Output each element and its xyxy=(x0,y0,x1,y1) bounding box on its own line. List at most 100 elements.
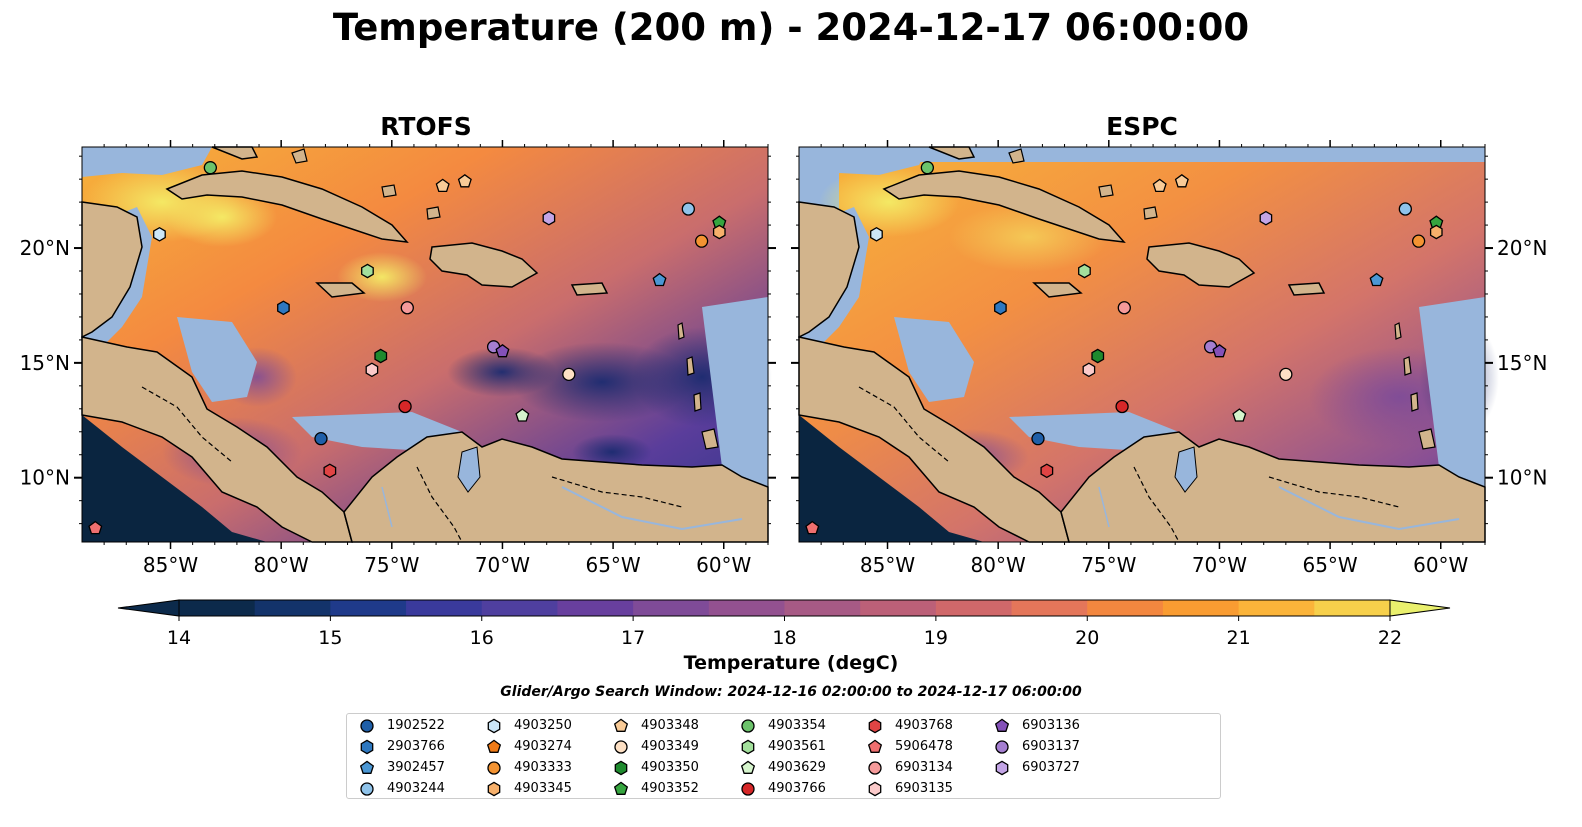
legend-label: 4903352 xyxy=(641,781,699,796)
float-marker-6903135 xyxy=(1082,362,1096,378)
float-marker-2903766 xyxy=(994,300,1007,316)
legend-label: 4903354 xyxy=(768,718,826,733)
legend: 1902522 2903766 3902457 4903244 4903250 49032… xyxy=(346,713,1221,799)
lat-tick-label: 10°N xyxy=(20,466,70,490)
legend-marker xyxy=(614,760,628,776)
float-marker-1902522 xyxy=(1031,432,1045,446)
pentagon-marker-icon xyxy=(740,760,756,774)
float-marker-4903348 xyxy=(1152,178,1167,193)
float-marker-1902522 xyxy=(314,432,328,446)
float-marker-4903766 xyxy=(398,399,412,414)
float-marker-4903348 xyxy=(457,173,472,188)
lon-tick-label: 65°W xyxy=(585,553,640,577)
legend-label: 4903629 xyxy=(768,760,826,775)
float-marker-4903250 xyxy=(870,226,883,242)
float-markers xyxy=(88,161,1444,535)
float-marker-5906478 xyxy=(88,520,103,535)
float-marker-6903136 xyxy=(495,343,510,358)
colorbar-bin xyxy=(1314,600,1391,616)
float-marker-4903350 xyxy=(374,348,388,364)
float-marker-4903348 xyxy=(435,178,450,193)
colorbar-bin xyxy=(1087,600,1164,616)
colorbar-tick-label: 19 xyxy=(924,627,948,649)
colorbar-bin xyxy=(633,600,710,616)
float-marker-6903727 xyxy=(542,210,556,226)
legend-label: 6903134 xyxy=(895,760,953,775)
float-marker-4903345 xyxy=(712,224,726,240)
float-marker-4903244 xyxy=(681,202,695,216)
hexagon-marker-icon xyxy=(487,781,501,797)
legend-marker xyxy=(868,761,882,775)
pentagon-marker-icon xyxy=(613,718,629,732)
colorbar-bin xyxy=(179,600,256,616)
float-marker-4903333 xyxy=(694,234,709,248)
circle-marker-icon xyxy=(614,740,628,754)
hexagon-marker-icon xyxy=(741,739,755,755)
float-marker-4903768 xyxy=(323,463,337,479)
colorbar-tick-label: 20 xyxy=(1075,627,1099,649)
colorbar-bin xyxy=(557,600,634,616)
float-marker-4903561 xyxy=(361,263,374,279)
colorbar-max-extend xyxy=(1389,599,1451,617)
lon-tick-label: 70°W xyxy=(1192,553,1247,577)
float-marker-6903134 xyxy=(1117,301,1131,315)
colorbar-bin xyxy=(254,600,331,616)
legend-marker xyxy=(614,740,628,754)
colorbar: 14 15 16 17 18 19 20 21 22 xyxy=(117,599,1451,649)
circle-marker-icon xyxy=(995,740,1009,754)
float-marker-4903244 xyxy=(1398,202,1412,216)
legend-label: 4903349 xyxy=(641,739,699,754)
lat-tick-label: 15°N xyxy=(20,351,70,375)
colorbar-bin xyxy=(1162,600,1240,616)
colorbar-tick-label: 16 xyxy=(470,627,494,649)
circle-marker-icon xyxy=(360,719,374,733)
legend-marker xyxy=(487,781,501,797)
lon-tick-label: 80°W xyxy=(971,553,1026,577)
colorbar-bin xyxy=(935,600,1013,616)
lat-tick-label: 10°N xyxy=(1497,466,1547,490)
float-marker-4903349 xyxy=(562,367,576,382)
legend-marker xyxy=(867,739,883,753)
lon-tick-label: 75°W xyxy=(1081,553,1136,577)
legend-marker xyxy=(613,781,629,795)
legend-label: 4903244 xyxy=(387,781,445,796)
circle-marker-icon xyxy=(360,782,374,796)
circle-marker-icon xyxy=(741,719,755,733)
colorbar-bin xyxy=(481,600,558,616)
hexagon-marker-icon xyxy=(360,739,374,755)
float-marker-4903354 xyxy=(203,161,217,175)
colorbar-tick-label: 22 xyxy=(1378,627,1402,649)
colorbar-tick-label: 15 xyxy=(318,627,342,649)
legend-marker xyxy=(613,718,629,732)
axis-ticks: 85°W 80°W 75°W 70°W 65°W 60°W 20°N 15°N 10°N 85°W… xyxy=(20,140,1547,577)
hexagon-marker-icon xyxy=(868,781,882,797)
pentagon-marker-icon xyxy=(486,739,502,753)
legend-marker xyxy=(740,760,756,774)
hexagon-marker-icon xyxy=(614,760,628,776)
legend-label: 6903136 xyxy=(1022,718,1080,733)
legend-label: 4903348 xyxy=(641,718,699,733)
lon-tick-label: 85°W xyxy=(143,553,198,577)
colorbar-bin xyxy=(708,600,785,616)
hexagon-marker-icon xyxy=(995,760,1009,776)
lon-tick-label: 70°W xyxy=(475,553,530,577)
circle-marker-icon xyxy=(487,761,501,775)
colorbar-tick-label: 14 xyxy=(167,627,191,649)
float-marker-6903727 xyxy=(1259,210,1273,226)
map-panel-rtofs xyxy=(81,146,772,543)
lon-tick-label: 80°W xyxy=(254,553,309,577)
colorbar-bin xyxy=(860,600,937,616)
float-marker-4903629 xyxy=(515,408,530,422)
float-marker-6903136 xyxy=(1212,343,1227,358)
map-panel-espc xyxy=(798,146,1499,543)
colorbar-tick-label: 21 xyxy=(1227,627,1251,649)
float-marker-2903766 xyxy=(277,300,290,316)
float-marker-4903349 xyxy=(1279,367,1293,382)
lat-tick-label: 20°N xyxy=(1497,236,1547,260)
legend-label: 4903561 xyxy=(768,739,826,754)
float-marker-4903250 xyxy=(153,226,166,242)
colorbar-label: Temperature (degC) xyxy=(683,652,899,674)
float-marker-4903333 xyxy=(1411,234,1426,248)
float-marker-4903766 xyxy=(1115,399,1129,414)
float-marker-6903135 xyxy=(365,362,379,378)
